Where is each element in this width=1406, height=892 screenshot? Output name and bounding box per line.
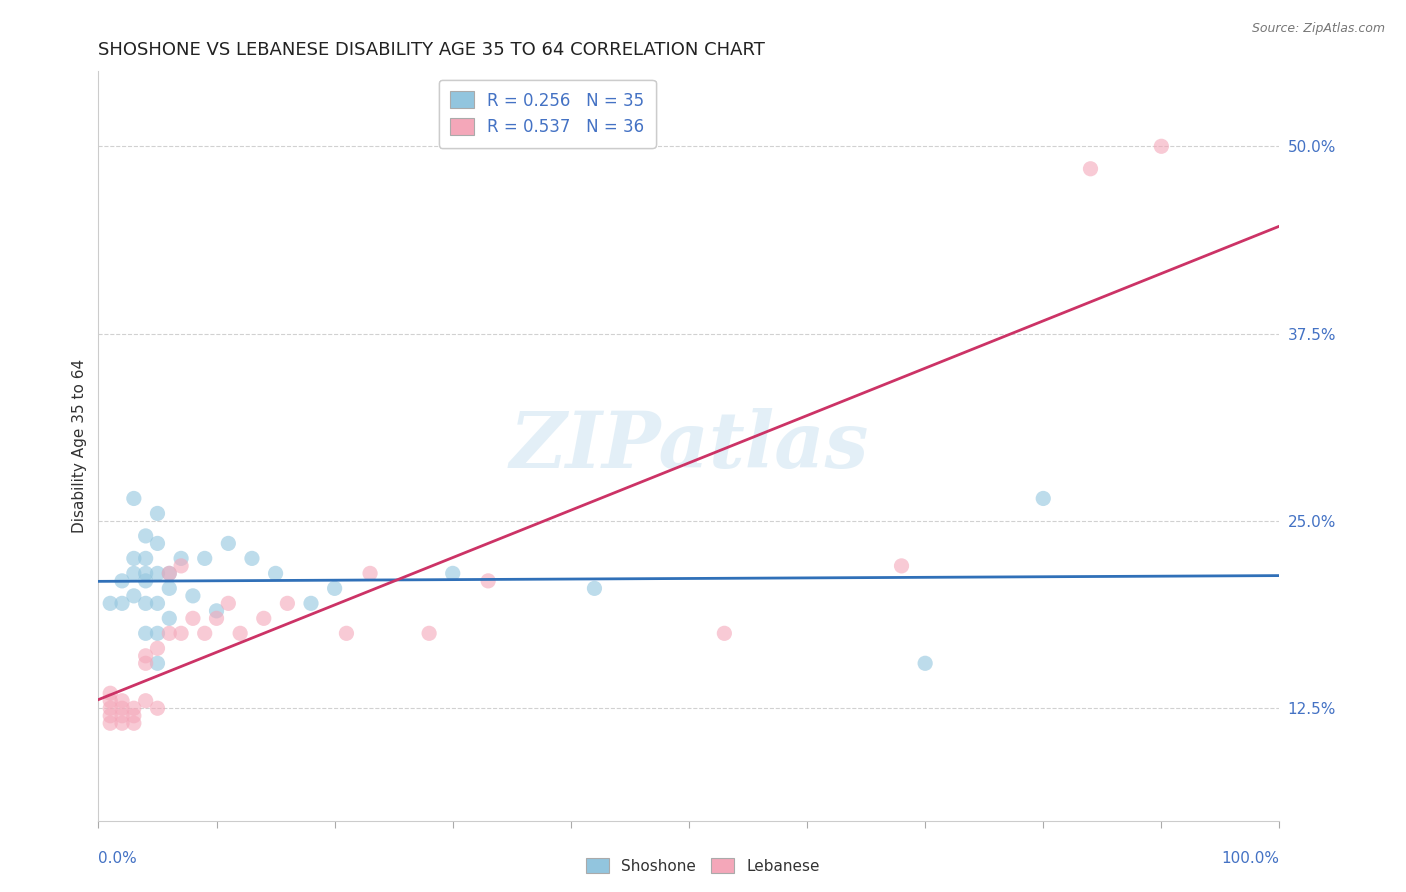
Point — [157, 566, 180, 581]
Point — [157, 566, 180, 581]
Point — [1150, 139, 1173, 153]
Text: Source: ZipAtlas.com: Source: ZipAtlas.com — [1251, 22, 1385, 36]
Point — [217, 596, 239, 610]
Point — [229, 626, 252, 640]
Point — [135, 529, 157, 543]
Point — [135, 648, 157, 663]
Point — [914, 657, 936, 671]
Point — [335, 626, 357, 640]
Point — [122, 708, 145, 723]
Point — [359, 566, 381, 581]
Point — [135, 657, 157, 671]
Point — [135, 596, 157, 610]
Point — [122, 566, 145, 581]
Point — [146, 626, 169, 640]
Point — [217, 536, 239, 550]
Point — [157, 582, 180, 596]
Point — [418, 626, 440, 640]
Point — [146, 507, 169, 521]
Point — [111, 596, 134, 610]
Text: 0.0%: 0.0% — [98, 851, 138, 866]
Point — [194, 551, 217, 566]
Point — [98, 686, 121, 700]
Point — [441, 566, 464, 581]
Point — [146, 641, 169, 656]
Text: SHOSHONE VS LEBANESE DISABILITY AGE 35 TO 64 CORRELATION CHART: SHOSHONE VS LEBANESE DISABILITY AGE 35 T… — [98, 41, 765, 59]
Point — [157, 626, 180, 640]
Point — [170, 558, 193, 573]
Point — [181, 589, 204, 603]
Point — [98, 708, 121, 723]
Point — [181, 611, 204, 625]
Point — [98, 694, 121, 708]
Point — [111, 708, 134, 723]
Point — [205, 604, 228, 618]
Point — [146, 701, 169, 715]
Point — [122, 716, 145, 731]
Point — [98, 716, 121, 731]
Point — [890, 558, 912, 573]
Point — [111, 694, 134, 708]
Point — [240, 551, 263, 566]
Point — [157, 611, 180, 625]
Text: 100.0%: 100.0% — [1222, 851, 1279, 866]
Point — [170, 626, 193, 640]
Point — [323, 582, 346, 596]
Point — [111, 574, 134, 588]
Point — [253, 611, 276, 625]
Legend: R = 0.256   N = 35, R = 0.537   N = 36: R = 0.256 N = 35, R = 0.537 N = 36 — [439, 79, 655, 148]
Point — [264, 566, 287, 581]
Point — [276, 596, 298, 610]
Point — [135, 551, 157, 566]
Point — [713, 626, 735, 640]
Point — [146, 596, 169, 610]
Point — [135, 694, 157, 708]
Point — [146, 657, 169, 671]
Point — [1080, 161, 1102, 176]
Point — [122, 551, 145, 566]
Point — [122, 589, 145, 603]
Point — [122, 701, 145, 715]
Point — [146, 566, 169, 581]
Point — [146, 536, 169, 550]
Point — [299, 596, 322, 610]
Point — [111, 716, 134, 731]
Y-axis label: Disability Age 35 to 64: Disability Age 35 to 64 — [72, 359, 87, 533]
Point — [583, 582, 606, 596]
Point — [205, 611, 228, 625]
Point — [170, 551, 193, 566]
Point — [477, 574, 499, 588]
Point — [98, 701, 121, 715]
Legend: Shoshone, Lebanese: Shoshone, Lebanese — [579, 852, 827, 880]
Point — [98, 596, 121, 610]
Point — [111, 701, 134, 715]
Point — [135, 566, 157, 581]
Point — [135, 626, 157, 640]
Point — [194, 626, 217, 640]
Point — [135, 574, 157, 588]
Point — [1032, 491, 1054, 506]
Point — [122, 491, 145, 506]
Text: ZIPatlas: ZIPatlas — [509, 408, 869, 484]
